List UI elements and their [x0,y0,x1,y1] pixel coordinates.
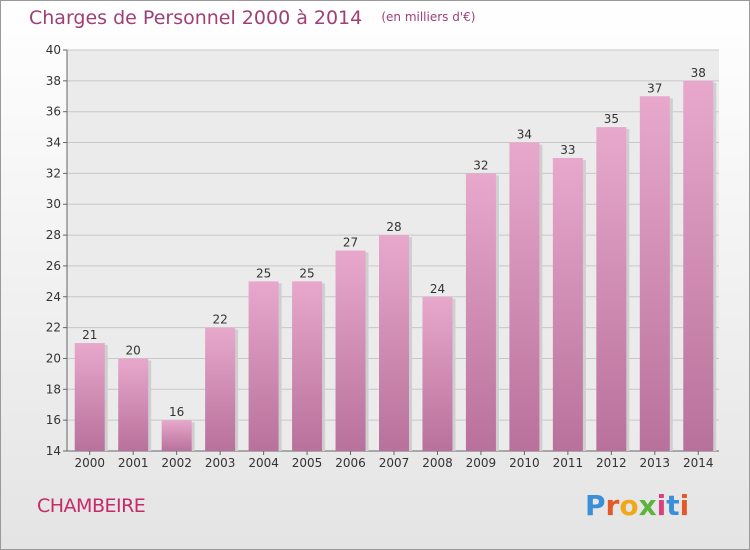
unit-label: (en milliers d'€) [381,10,476,24]
bar [248,281,279,451]
data-label: 35 [604,112,619,126]
logo-letter: x [638,489,657,522]
data-label: 16 [169,405,184,419]
title-row: Charges de Personnel 2000 à 2014 (en mil… [29,7,475,29]
bar [205,327,236,451]
y-tick-label: 24 [46,290,61,304]
y-tick-label: 20 [46,351,61,365]
bar [422,296,453,451]
bar [596,127,627,451]
y-tick-label: 16 [46,413,61,427]
chart-title: Charges de Personnel 2000 à 2014 [29,7,363,29]
data-label: 34 [517,128,532,142]
y-tick-label: 34 [46,136,61,150]
bar [639,96,670,452]
bar [683,80,714,451]
logo-letter: r [605,489,620,522]
x-tick-label: 2000 [74,456,105,470]
data-label: 24 [430,282,445,296]
y-tick-label: 38 [46,74,61,88]
data-label: 25 [299,266,314,280]
x-tick-label: 2008 [422,456,453,470]
proxiti-logo: Proxiti [585,489,689,522]
bar [161,420,192,451]
x-tick-label: 2007 [379,456,410,470]
x-tick-label: 2009 [466,456,497,470]
y-tick-label: 28 [46,228,61,242]
x-tick-label: 2002 [161,456,192,470]
x-tick-label: 2003 [205,456,236,470]
logo-letter: i [656,489,667,522]
y-tick-label: 32 [46,166,61,180]
data-label: 25 [256,266,271,280]
x-tick-label: 2001 [118,456,149,470]
place-name: CHAMBEIRE [37,495,146,517]
bar [552,157,583,451]
bar [74,343,105,451]
data-label: 27 [343,236,358,250]
bar [379,235,409,451]
bar [509,142,540,452]
data-label: 28 [386,220,401,234]
bar [465,173,496,451]
x-tick-label: 2006 [335,456,366,470]
y-tick-label: 14 [46,444,61,458]
bar [335,250,366,451]
x-tick-label: 2004 [248,456,279,470]
x-tick-label: 2005 [292,456,323,470]
logo-letter: t [666,489,680,522]
y-tick-label: 36 [46,105,61,119]
x-tick-label: 2014 [683,456,714,470]
y-tick-label: 26 [46,259,61,273]
data-label: 33 [560,143,575,157]
data-label: 38 [691,66,706,80]
y-tick-label: 40 [46,43,61,57]
bar [292,281,323,451]
logo-letter: o [619,489,639,522]
data-label: 32 [473,158,488,172]
y-tick-label: 22 [46,321,61,335]
data-label: 22 [212,313,227,327]
x-tick-label: 2012 [596,456,627,470]
y-tick-label: 30 [46,197,61,211]
bar [118,358,149,451]
y-tick-label: 18 [46,382,61,396]
logo-letter: P [585,489,606,522]
data-label: 37 [647,81,662,95]
x-tick-label: 2013 [640,456,671,470]
x-tick-label: 2010 [509,456,540,470]
data-label: 21 [82,328,97,342]
x-tick-label: 2011 [553,456,584,470]
logo-letter: i [679,489,690,522]
data-label: 20 [126,343,141,357]
